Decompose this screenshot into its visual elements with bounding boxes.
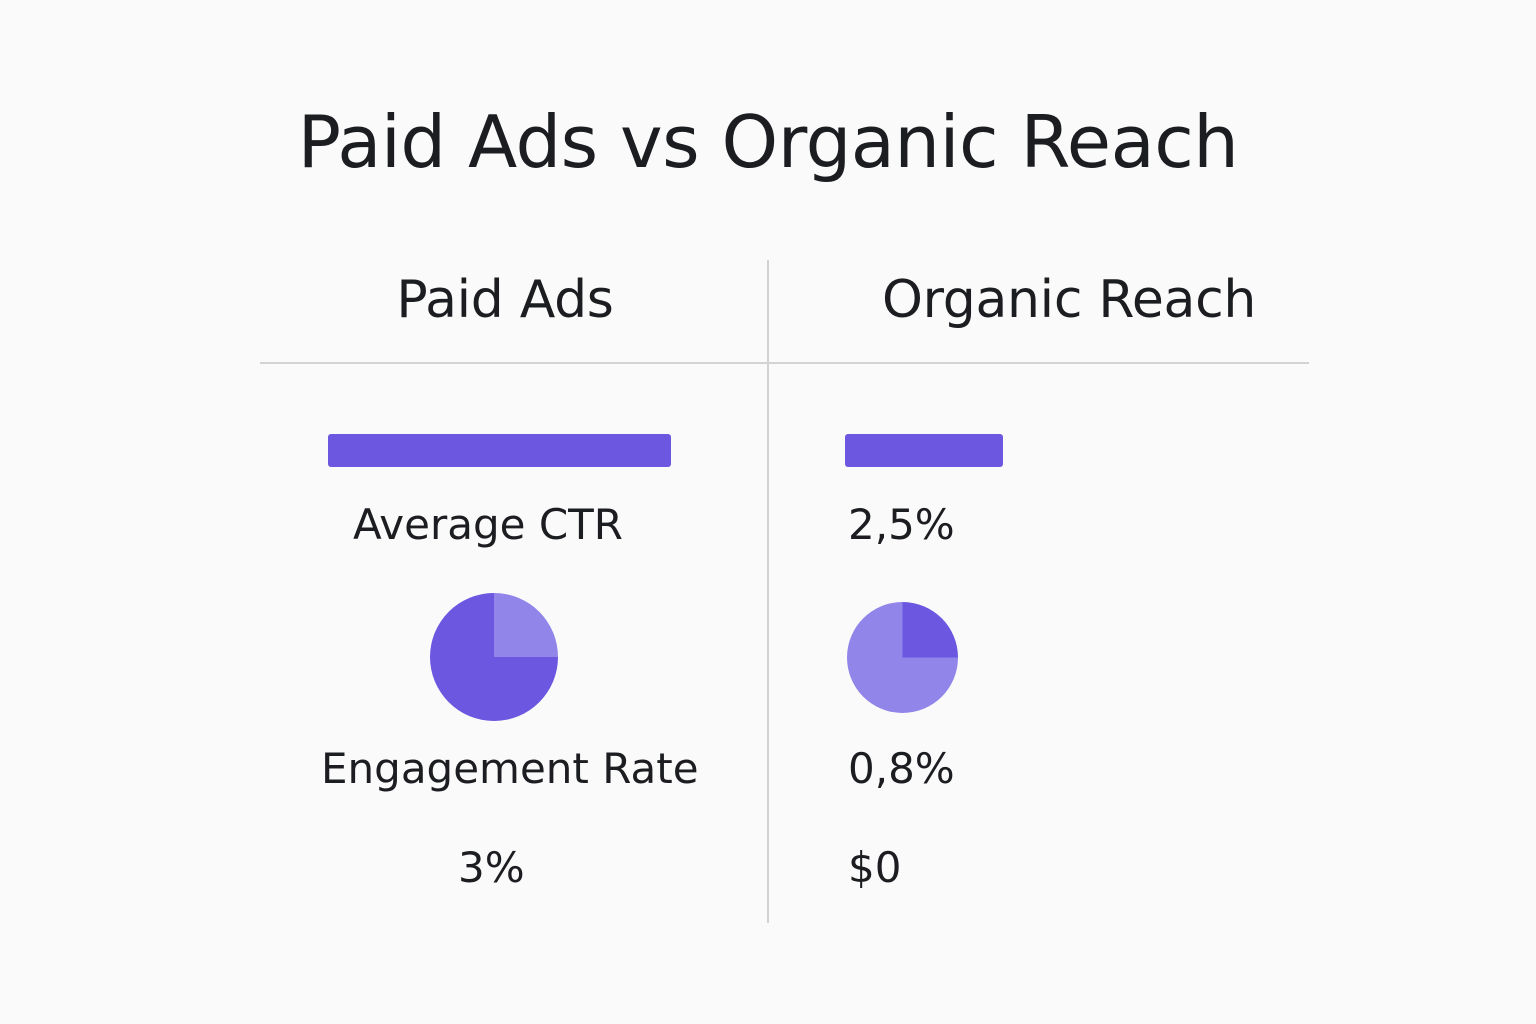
column-header-paid-ads: Paid Ads (396, 270, 614, 330)
paid-ads-pie (430, 593, 558, 721)
page-title: Paid Ads vs Organic Reach (297, 100, 1239, 184)
pie-slice-dark (430, 593, 558, 721)
header-divider (260, 362, 1309, 364)
pie-slice-light (494, 593, 558, 657)
engagement-rate-label: Engagement Rate (321, 744, 699, 793)
paid-ads-cost-value: 3% (458, 843, 525, 892)
column-divider (767, 260, 769, 923)
pie-slice-light (847, 602, 958, 713)
organic-ctr-value: 2,5% (848, 500, 955, 549)
column-header-organic-reach: Organic Reach (881, 270, 1257, 330)
paid-ads-bar (328, 434, 671, 467)
organic-cost-value: $0 (848, 843, 902, 892)
organic-reach-pie (847, 602, 958, 713)
average-ctr-label: Average CTR (353, 500, 623, 549)
organic-reach-bar (845, 434, 1003, 467)
organic-engagement-value: 0,8% (848, 744, 955, 793)
pie-slice-dark (902, 602, 958, 658)
